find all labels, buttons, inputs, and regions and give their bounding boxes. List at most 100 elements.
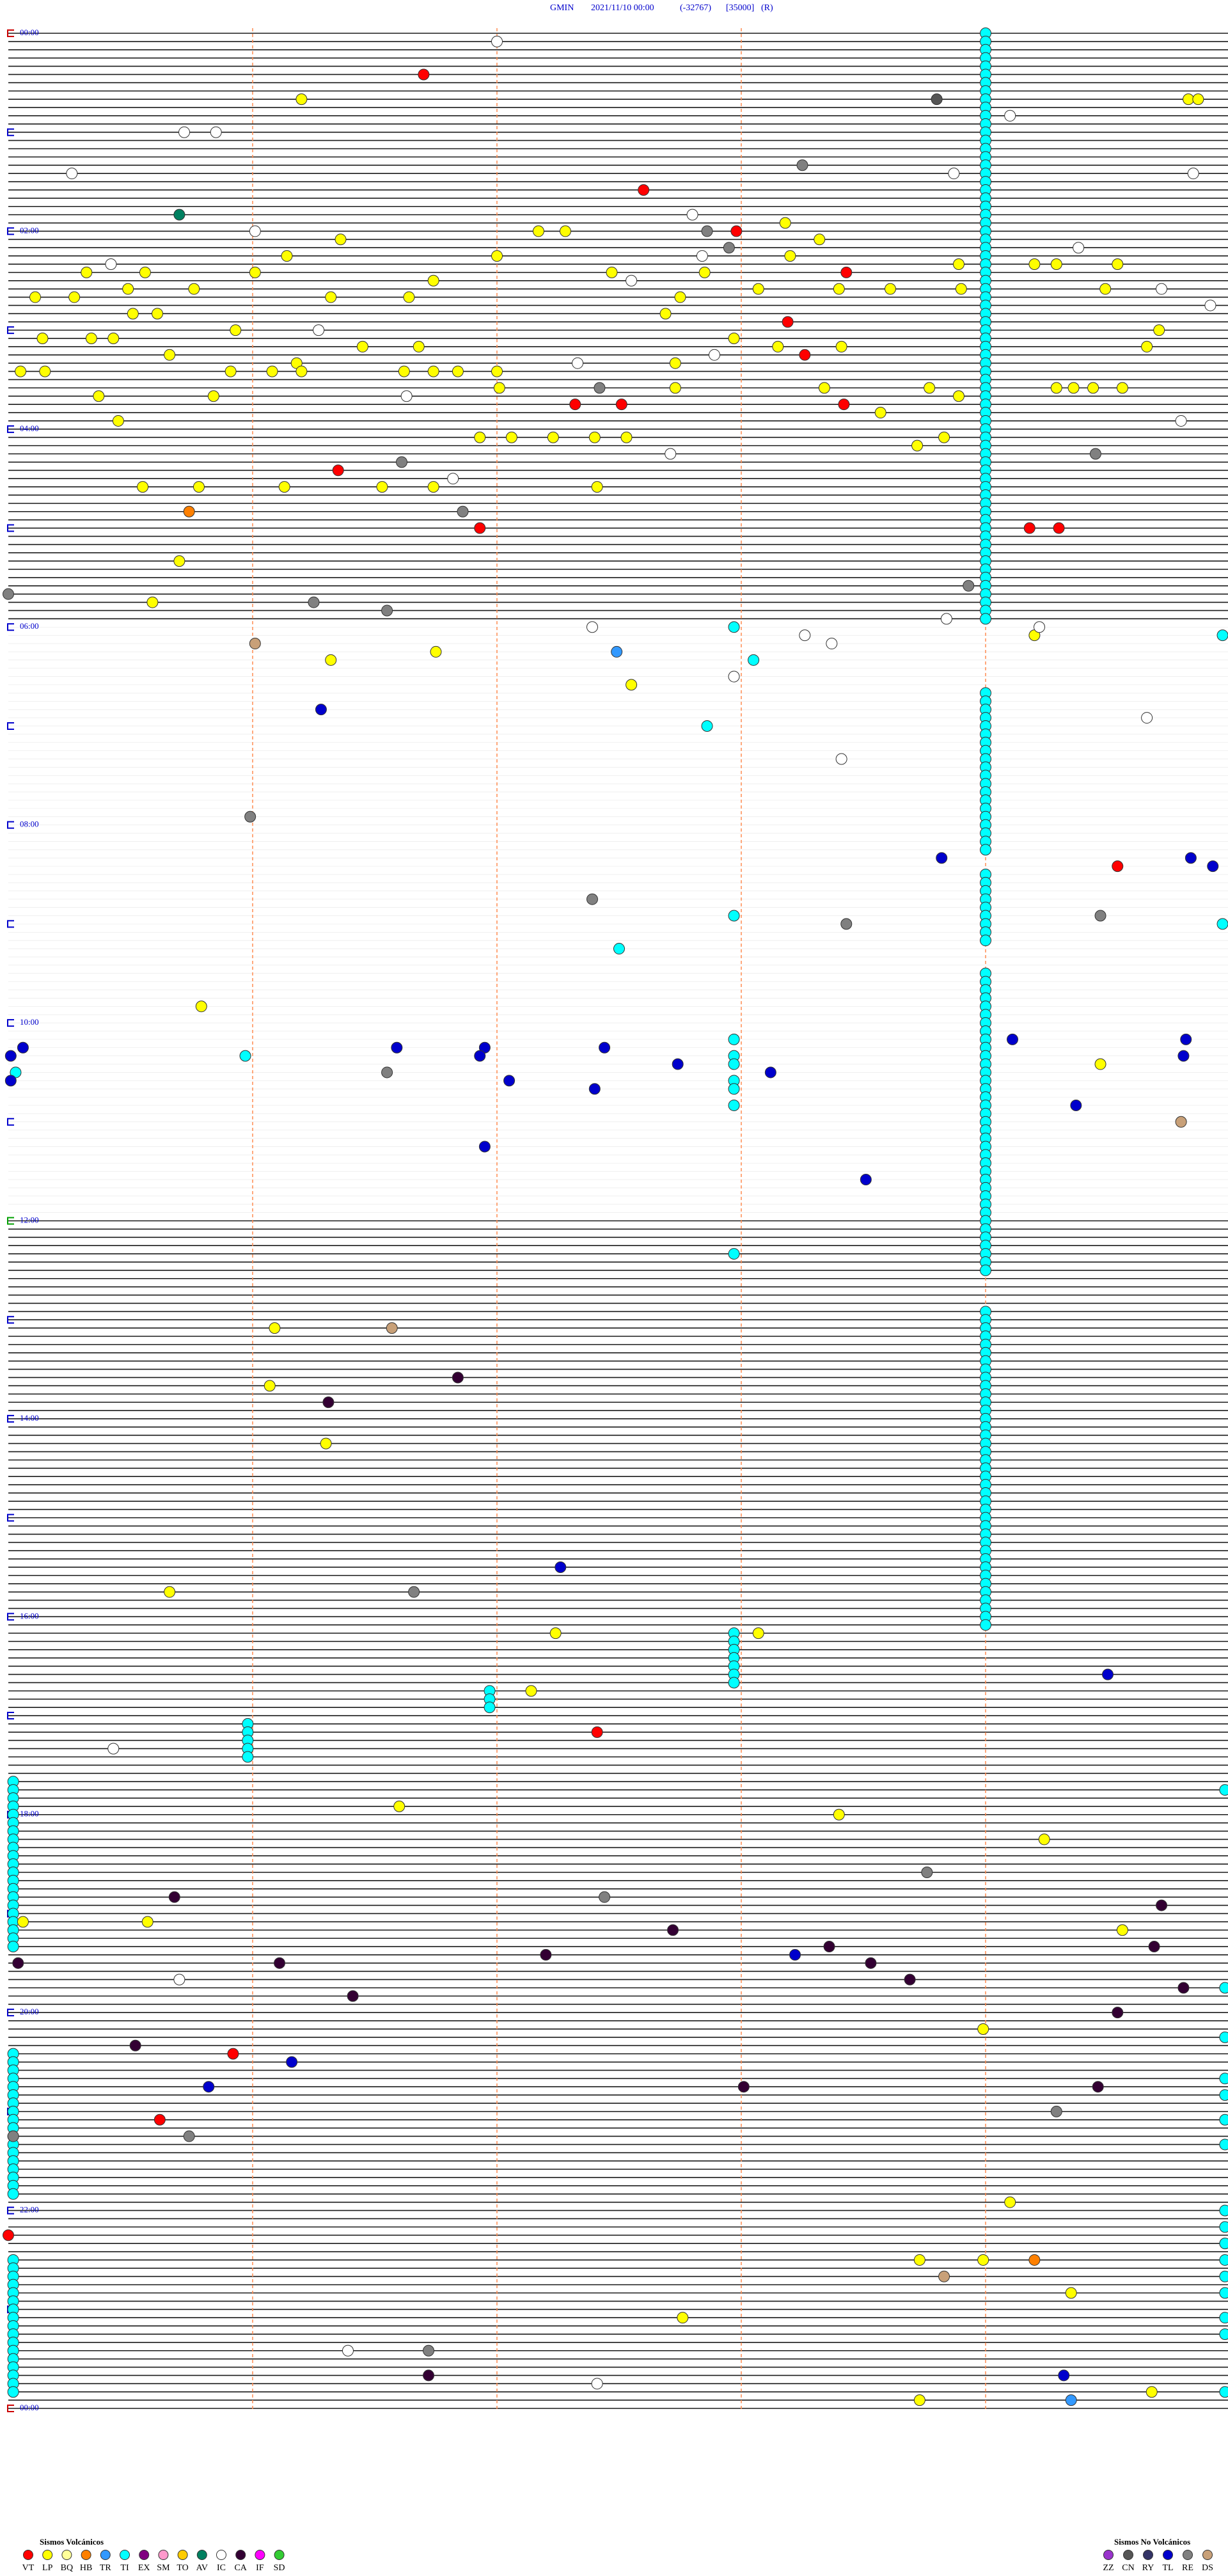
event-marker [347,1990,359,2002]
event-marker [493,382,505,394]
event-marker [332,464,344,477]
legend-swatch [23,2550,33,2560]
legend-label: SD [274,2563,285,2573]
event-marker [168,1891,180,1903]
event-marker [980,935,991,947]
event-marker [107,333,120,345]
event-marker [823,1941,835,1953]
legend-swatch [1123,2550,1133,2560]
event-marker [1219,2031,1228,2043]
event-marker [638,184,650,196]
event-marker [381,1066,393,1079]
event-marker [81,266,93,278]
legend-label: HB [80,2563,92,2573]
event-marker [911,439,924,452]
hour-bracket [7,1414,14,1423]
event-marker [17,1041,29,1054]
event-marker [278,481,290,493]
event-marker [611,645,623,658]
event-marker [1219,2089,1228,2101]
event-marker [249,225,261,237]
legend-swatch [1143,2550,1153,2560]
event-marker [224,365,237,377]
event-marker [193,481,205,493]
legend-swatch [120,2550,130,2560]
event-marker [588,431,601,443]
event-marker [1175,1116,1187,1128]
hour-bracket [7,2206,14,2215]
hour-bracket [7,1019,14,1027]
event-marker [393,1800,405,1812]
event-marker [1219,2287,1228,2299]
event-marker [838,399,850,411]
legend-swatch [61,2550,72,2560]
hour-bracket [7,1316,14,1324]
event-marker [779,217,791,229]
event-marker [1065,2394,1077,2406]
event-marker [594,382,606,394]
event-marker [572,357,584,369]
event-marker [599,1041,611,1054]
event-marker [1219,1784,1228,1796]
time-label: 12:00 [20,1215,39,1224]
event-marker [626,274,638,287]
events [3,28,1228,2406]
event-marker [532,225,544,237]
legend-swatch [274,2550,285,2560]
event-marker [615,399,627,411]
time-label: 22:00 [20,2205,39,2215]
event-marker [1050,258,1062,270]
station: GMIN [550,3,574,13]
event-marker [1141,340,1153,352]
event-marker [764,1066,776,1079]
event-marker [29,291,42,303]
event-marker [921,1866,933,1878]
event-marker [286,2056,298,2068]
event-marker [400,390,413,402]
hour-bracket [7,1712,14,1720]
event-marker [1102,1668,1114,1680]
event-marker [799,349,811,361]
event-marker [940,613,952,625]
event-marker [840,266,853,278]
event-marker [1004,2196,1016,2208]
event-marker [752,1627,764,1640]
legend-swatch [81,2550,91,2560]
event-marker [833,1808,845,1821]
event-marker [1219,2204,1228,2216]
event-marker [1219,2312,1228,2324]
event-marker [403,291,415,303]
event-marker [1216,918,1228,930]
event-marker [586,621,598,633]
legend-label: EX [138,2563,150,2573]
event-marker [1219,1982,1228,1994]
event-marker [418,68,430,81]
event-marker [457,505,469,518]
event-marker [728,1100,740,1112]
event-marker [1216,629,1228,642]
event-marker [667,1924,679,1936]
event-marker [227,2048,239,2060]
legend-swatch [1163,2550,1173,2560]
event-marker [1175,415,1187,427]
event-marker [105,258,117,270]
event-marker [183,505,195,518]
legend-swatch [1202,2550,1213,2560]
hour-bracket [7,425,14,433]
event-marker [885,283,897,295]
event-marker [129,2039,141,2051]
event-marker [1065,2287,1077,2299]
event-marker [239,1050,251,1062]
event-marker [591,2378,603,2390]
event-marker [3,588,14,600]
event-marker [398,365,410,377]
event-marker [1183,93,1195,106]
event-marker [66,168,78,180]
event-marker [977,2254,989,2266]
event-marker [701,225,713,237]
event-marker [266,365,278,377]
hour-bracket [7,2405,14,2412]
event-marker [1219,2238,1228,2250]
event-marker [242,1751,254,1763]
legend-swatch [1183,2550,1193,2560]
